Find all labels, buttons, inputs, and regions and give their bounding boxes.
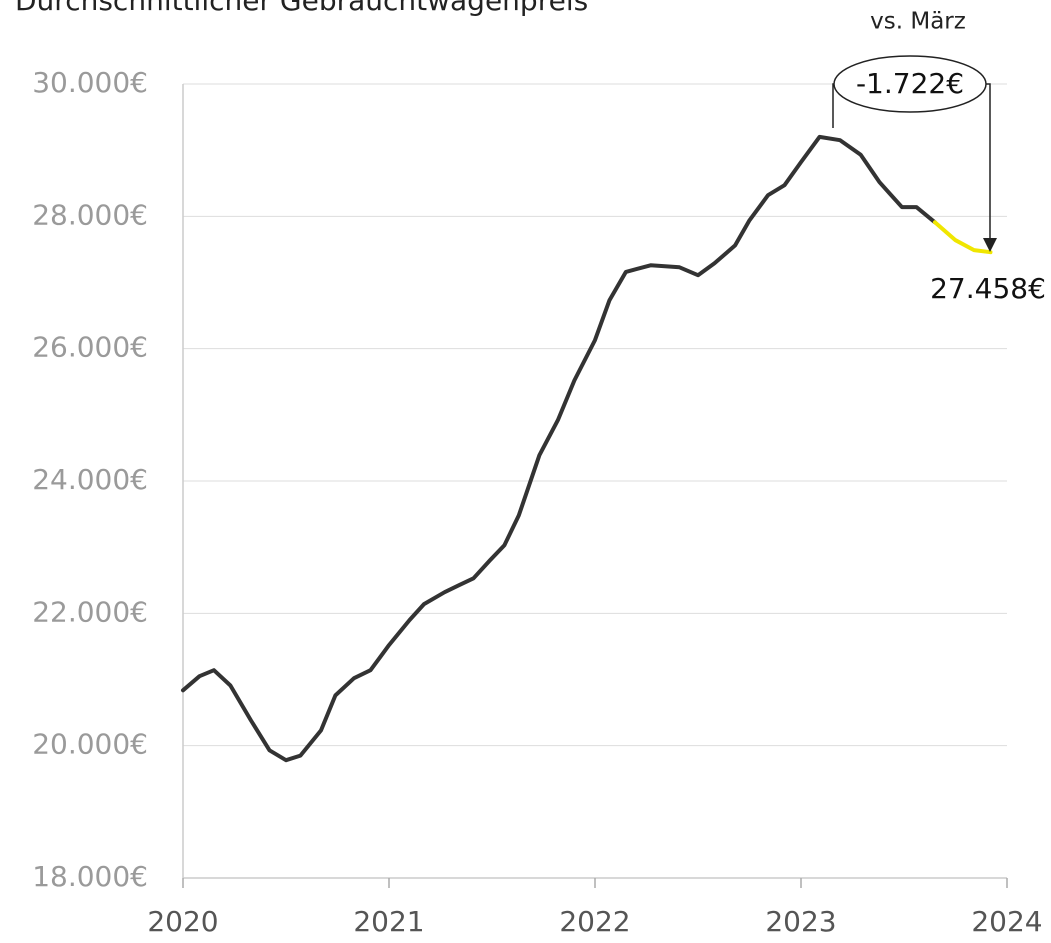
y-tick-label: 24.000€	[32, 463, 148, 496]
y-tick-label: 22.000€	[32, 595, 148, 628]
x-tick-label: 2021	[353, 905, 424, 938]
annotation-label: -1.722€	[856, 67, 964, 100]
annotation-note: vs. März	[870, 9, 966, 35]
y-tick-label: 26.000€	[32, 331, 148, 364]
x-tick-label: 2023	[765, 905, 836, 938]
y-tick-label: 30.000€	[32, 66, 148, 99]
y-tick-label: 28.000€	[32, 198, 148, 231]
y-tick-label: 18.000€	[32, 860, 148, 893]
end-label: 27.458€	[930, 272, 1046, 305]
x-tick-label: 2024	[971, 905, 1042, 938]
line-series	[932, 220, 993, 255]
x-tick-label: 2020	[147, 905, 218, 938]
chart-title: Durchschnittlicher Gebrauchtwagenpreis	[15, 0, 588, 17]
x-tick-label: 2022	[559, 905, 630, 938]
annotation-arrowhead	[983, 238, 997, 252]
annotation-ellipse	[833, 55, 987, 113]
y-tick-label: 20.000€	[32, 728, 148, 761]
line-series	[181, 134, 937, 763]
